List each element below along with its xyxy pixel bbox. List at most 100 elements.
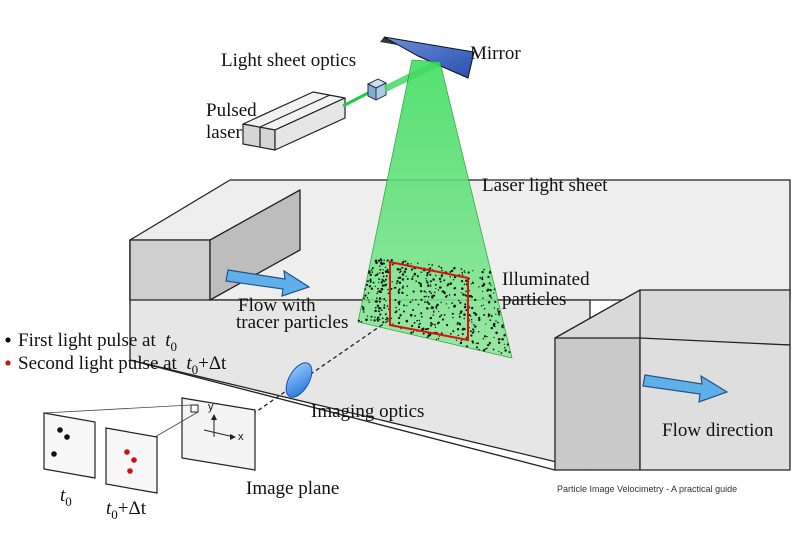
tracer-particle: [479, 276, 482, 279]
tracer-particle: [430, 321, 432, 324]
tracer-particle: [410, 263, 412, 265]
light-sheet-optics-label: Light sheet optics: [221, 50, 357, 71]
tracer-particle: [382, 262, 385, 265]
tracer-particle: [406, 278, 409, 280]
tracer-particle: [399, 314, 402, 317]
tracer-particle: [380, 309, 383, 312]
tracer-particle: [431, 323, 434, 325]
tracer-particle: [474, 325, 477, 328]
tracer-particle: [472, 282, 475, 285]
frame-t0dt-t: t: [106, 498, 112, 519]
tracer-particle: [488, 271, 492, 274]
tracer-particle: [403, 270, 407, 274]
tracer-particle: [482, 338, 485, 340]
tracer-particle: [432, 314, 435, 316]
tracer-particle: [465, 309, 468, 312]
tracer-particle: [497, 338, 501, 341]
tracer-particle: [419, 282, 422, 286]
tracer-particle: [430, 285, 432, 287]
mirror: [380, 36, 475, 79]
tracer-particle: [501, 325, 504, 328]
tracer-particle: [404, 267, 408, 271]
tracer-particle: [377, 259, 381, 262]
flow-direction-label: Flow direction: [662, 420, 774, 441]
tracer-particle: [441, 318, 445, 321]
tracer-particle: [464, 303, 467, 306]
tracer-particle: [488, 342, 491, 345]
tracer-particle: [439, 280, 442, 283]
tracer-particle: [380, 288, 382, 290]
tracer-particle: [376, 297, 378, 300]
tracer-particle: [450, 269, 454, 273]
tracer-particle: [435, 338, 438, 341]
tracer-particle: [496, 309, 499, 311]
tracer-particle: [449, 271, 452, 273]
tracer-particle: [426, 274, 429, 277]
tracer-particle: [406, 285, 409, 288]
tracer-particle: [378, 318, 381, 321]
channel-right-end: [554, 337, 641, 471]
tracer-particle: [503, 343, 505, 345]
tracer-particle: [493, 307, 496, 309]
channel-left-end: [129, 239, 211, 301]
tracer-particle: [370, 279, 372, 282]
tracer-particle: [432, 294, 436, 297]
tracer-particle: [374, 274, 377, 277]
tracer-particle: [436, 322, 440, 325]
tracer-particle: [469, 315, 472, 317]
tracer-particle: [431, 295, 433, 297]
tracer-particle: [385, 275, 388, 278]
tracer-particle: [435, 308, 438, 310]
tracer-particle: [383, 298, 386, 300]
tracer-particle: [376, 291, 379, 293]
tracer-particle: [498, 350, 500, 353]
tracer-particle: [443, 291, 446, 295]
tracer-particle: [456, 323, 458, 325]
tracer-particle: [493, 288, 496, 291]
tracer-particle: [401, 286, 404, 289]
tracer-particle: [368, 271, 371, 274]
tracer-particle: [382, 269, 384, 271]
tracer-particle: [398, 289, 400, 292]
tracer-particle: [412, 331, 415, 333]
tracer-particle: [462, 293, 465, 296]
tracer-particle: [434, 323, 436, 326]
frame-t0dt-suffix: +Δt: [117, 498, 146, 519]
pulsed-laser: [242, 91, 346, 151]
tracer-particle: [455, 339, 458, 341]
tracer-particle: [503, 334, 506, 337]
tracer-particle: [428, 290, 431, 293]
tracer-particle: [490, 284, 492, 286]
tracer-particle: [440, 286, 442, 289]
tracer-particle: [403, 310, 405, 313]
tracer-particle: [378, 300, 381, 303]
tracer-particle: [485, 347, 488, 350]
image-plane-label: Image plane: [246, 478, 340, 499]
tracer-particle: [456, 328, 460, 331]
tracer-particle: [419, 284, 423, 288]
tracer-particle: [372, 281, 375, 284]
tracer-particle: [399, 271, 401, 274]
tracer-particle: [381, 284, 385, 287]
tracer-particle: [426, 307, 429, 310]
tracer-particle: [447, 283, 450, 286]
tracer-particle: [360, 320, 363, 323]
tracer-particle: [467, 271, 470, 274]
tracer-particle: [429, 316, 433, 320]
tracer-particle: [463, 313, 466, 316]
tracer-particle: [440, 301, 442, 304]
tracer-particle: [460, 268, 463, 270]
tracer-particle: [490, 326, 494, 330]
tracer-particle: [427, 327, 430, 330]
tracer-particle: [398, 303, 400, 306]
tracer-particle: [435, 305, 438, 309]
tracer-particle: [395, 282, 398, 285]
tracer-particle: [370, 315, 373, 318]
tracer-particle: [481, 270, 484, 274]
tracer-particle: [450, 333, 452, 335]
tracer-particle: [374, 309, 377, 313]
tracer-particle: [487, 343, 490, 347]
tracer-particle: [425, 280, 428, 282]
tracer-particle: [401, 278, 405, 281]
tracer-particle: [474, 298, 477, 302]
